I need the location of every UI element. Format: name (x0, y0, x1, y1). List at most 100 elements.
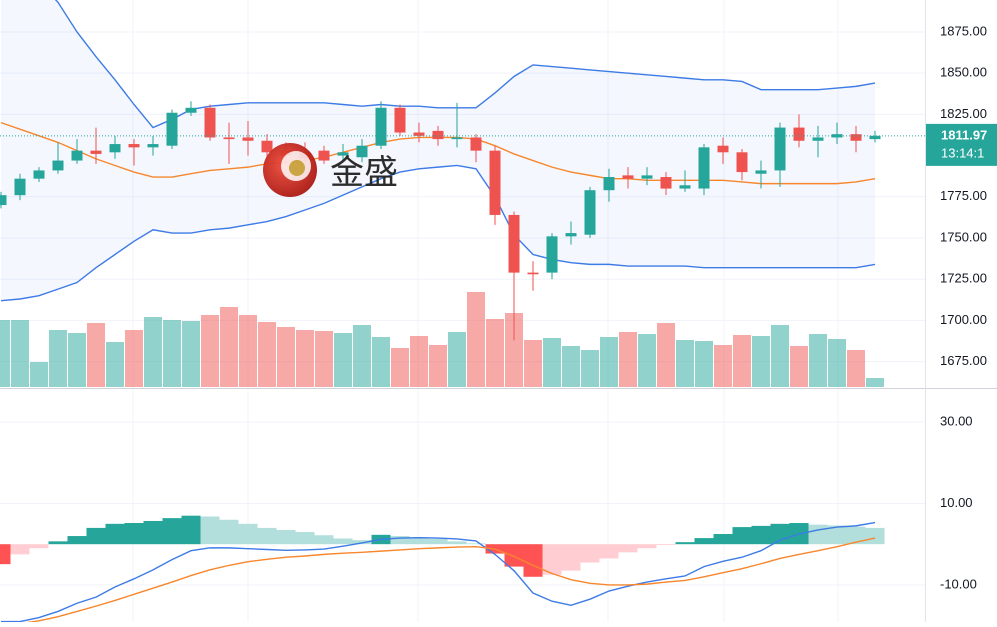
volume-bar (68, 333, 86, 387)
candle-body (546, 236, 558, 273)
volume-bar (372, 337, 390, 387)
last-price-label: 1811.97 (941, 127, 987, 142)
volume-bar (486, 319, 504, 387)
macd-histogram-bar (143, 520, 163, 545)
candle-body (470, 137, 482, 151)
macd-histogram-bar (67, 536, 87, 545)
candle-body (527, 272, 539, 275)
candle-body (774, 127, 786, 171)
y-tick-label: -10.00 (940, 576, 977, 591)
macd-histogram-bar (124, 523, 144, 545)
y-tick-label: 1675.00 (940, 353, 987, 368)
volume-bar (106, 342, 124, 387)
volume-bar (505, 313, 523, 387)
watermark-text: 金盛 (330, 154, 398, 192)
volume-bar (201, 315, 219, 387)
macd-histogram-bar (561, 544, 581, 571)
candle-body (242, 137, 254, 141)
volume-bar (49, 330, 67, 387)
macd-histogram-bar (162, 518, 182, 545)
volume-bar (657, 323, 675, 387)
macd-histogram-bar (865, 527, 885, 545)
candle-body (109, 144, 121, 153)
volume-bar (809, 334, 827, 387)
macd-histogram-bar (200, 516, 220, 545)
macd-histogram-bar (504, 544, 524, 567)
macd-histogram-bar (105, 523, 125, 545)
volume-bar (30, 362, 48, 387)
price-pane (0, 0, 925, 387)
macd-histogram-bar (295, 531, 315, 545)
candle-body (261, 140, 273, 153)
macd-histogram-bar (599, 544, 619, 559)
volume-bar (125, 330, 143, 387)
candle-body (451, 137, 463, 140)
candle-body (793, 127, 805, 141)
macd-histogram-bar (523, 544, 543, 577)
volume-bar (619, 332, 637, 387)
vertical-grid (132, 0, 839, 622)
y-tick-label: 30.00 (940, 413, 973, 428)
volume-bar (258, 322, 276, 387)
volume-bar (752, 336, 770, 387)
volume-bar (448, 332, 466, 387)
volume-bar (144, 317, 162, 387)
candle-body (736, 152, 748, 173)
macd-histogram-bar (732, 527, 752, 545)
candle-body (223, 137, 235, 140)
candle-body (318, 150, 330, 161)
volume-bar (638, 334, 656, 387)
last-price-box (926, 123, 997, 166)
candle-body (356, 145, 368, 158)
macd-histogram-bar (0, 544, 11, 565)
volume-bar (790, 346, 808, 387)
volume-bar (828, 339, 846, 387)
macd-histogram-bar (580, 544, 600, 563)
macd-histogram-bar (257, 527, 277, 545)
volume-bar (733, 335, 751, 387)
y-tick-label: 1700.00 (940, 312, 987, 327)
macd-histogram-bar (618, 544, 638, 553)
volume-bar (353, 325, 371, 387)
countdown-label: 13:14:1 (941, 145, 984, 160)
macd-histogram-bar (314, 535, 334, 545)
candle-body (33, 170, 45, 179)
macd-histogram-bar (428, 538, 448, 545)
band-fill (1, 0, 875, 301)
macd-histogram-bar (447, 541, 467, 545)
candle-body (812, 137, 824, 141)
candle-body (147, 144, 159, 148)
candle-body (489, 150, 501, 215)
volume-bar (543, 338, 561, 387)
volume-bar (277, 327, 295, 387)
volume-bar (467, 292, 485, 387)
macd-pane (0, 421, 925, 622)
volume-bar (847, 350, 865, 387)
candle-body (14, 178, 26, 196)
candle-body (584, 190, 596, 235)
candle-body (52, 160, 64, 171)
volume-bar (11, 320, 29, 387)
macd-histogram-bar (276, 529, 296, 545)
volume-bar (562, 346, 580, 387)
candle-body (641, 175, 653, 179)
volume-bar (163, 320, 181, 387)
volume-bar (581, 350, 599, 387)
candle-body (432, 130, 444, 140)
macd-histogram-bar (466, 543, 486, 545)
candle-body (660, 177, 672, 189)
band-lower (0, 164, 876, 302)
candle-body (166, 112, 178, 146)
candle-body (185, 107, 197, 113)
macd-histogram-bar (713, 534, 733, 545)
macd-histogram-bar (219, 519, 239, 545)
macd-histogram-bar (409, 537, 429, 545)
y-tick-label: 1850.00 (940, 65, 987, 80)
volume-bar (391, 348, 409, 387)
volume-bar (524, 340, 542, 387)
candle-body (413, 132, 425, 136)
candle-body (717, 145, 729, 153)
candle-body (869, 135, 881, 140)
macd-histogram-bar (86, 527, 106, 545)
